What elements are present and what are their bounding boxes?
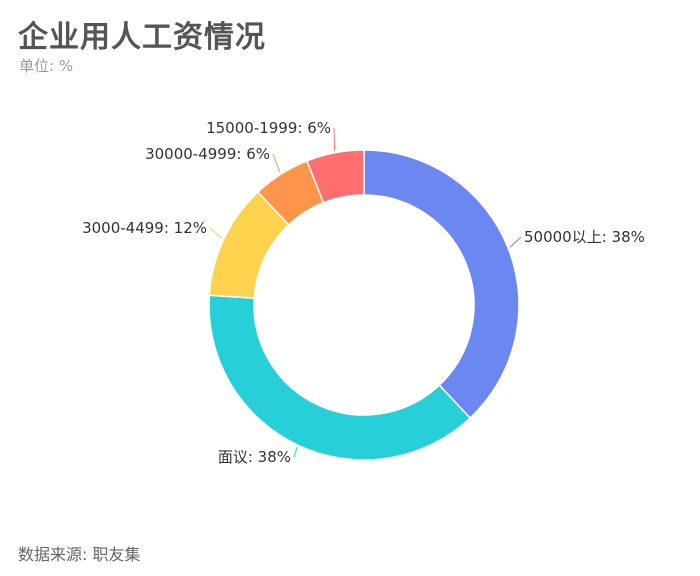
label-group: 50000以上: 38% 面议: 38% 3000-4499: 12% 30000-4… xyxy=(82,119,645,466)
slice-group xyxy=(208,149,520,461)
leader-line-1 xyxy=(293,446,298,458)
leader-line-0 xyxy=(509,236,522,248)
data-source: 数据来源: 职友集 xyxy=(18,545,141,564)
slice-label-4: 15000-1999: 6% xyxy=(206,119,331,137)
slice-0[interactable] xyxy=(363,149,520,420)
slice-label-0: 50000以上: 38% xyxy=(524,228,645,246)
slice-label-2: 3000-4499: 12% xyxy=(82,219,207,237)
leader-line-3 xyxy=(272,153,281,173)
leader-line-2 xyxy=(209,227,223,239)
slice-label-3: 30000-4999: 6% xyxy=(145,145,270,163)
leader-line-4 xyxy=(333,127,336,151)
slice-1[interactable] xyxy=(208,294,472,461)
chart-title: 企业用人工资情况 xyxy=(18,20,266,55)
slice-4[interactable] xyxy=(305,149,365,204)
chart-subtitle: 单位: % xyxy=(19,57,74,75)
slice-label-1: 面议: 38% xyxy=(218,448,291,466)
